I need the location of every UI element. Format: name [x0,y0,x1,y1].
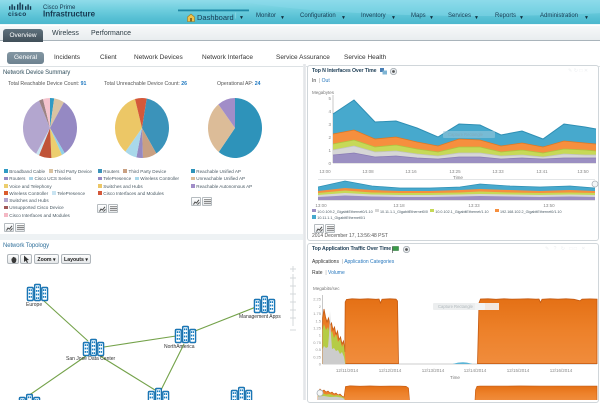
svg-text:13:25: 13:25 [449,169,461,174]
svg-text:13:18: 13:18 [393,203,405,208]
svg-text:12/15/2014: 12/15/2014 [507,368,530,373]
svg-text:1.5: 1.5 [315,318,321,323]
svg-text:13:50: 13:50 [543,203,555,208]
svg-text:13:08: 13:08 [362,169,374,174]
svg-text:13:00: 13:00 [319,169,331,174]
svg-text:13:41: 13:41 [536,169,548,174]
svg-text:Time: Time [453,175,463,180]
svg-text:0: 0 [319,362,322,367]
svg-text:5: 5 [328,96,331,101]
svg-text:Capture Rectangle: Capture Rectangle [438,304,474,309]
svg-text:12/16/2014: 12/16/2014 [550,368,573,373]
svg-text:0.5: 0.5 [315,347,321,352]
svg-text:1.25: 1.25 [313,326,322,331]
svg-text:13:50: 13:50 [577,169,589,174]
svg-text:13:16: 13:16 [405,169,417,174]
svg-text:1: 1 [319,333,322,338]
svg-text:13:33: 13:33 [492,169,504,174]
svg-text:0.75: 0.75 [313,340,322,345]
svg-text:cisco: cisco [8,11,27,18]
svg-text:1: 1 [328,148,331,153]
svg-text:Cisco Prime: Cisco Prime [43,5,76,11]
svg-text:2.25: 2.25 [313,297,322,302]
svg-text:12/12/2014: 12/12/2014 [379,368,402,373]
svg-text:Time: Time [450,375,460,380]
svg-text:13:33: 13:33 [468,203,480,208]
svg-text:0.25: 0.25 [313,354,322,359]
svg-text:0: 0 [328,161,331,166]
svg-text:Infrastructure: Infrastructure [43,10,96,19]
svg-text:2: 2 [328,135,331,140]
svg-text:12/13/2014: 12/13/2014 [422,368,445,373]
svg-text:4: 4 [328,109,331,114]
svg-text:13:00: 13:00 [315,203,327,208]
svg-text:Capture Rectangle: Capture Rectangle [448,132,484,137]
svg-text:2: 2 [319,304,322,309]
svg-text:1.75: 1.75 [313,311,322,316]
svg-text:12/14/2014: 12/14/2014 [464,368,487,373]
svg-text:12/11/2014: 12/11/2014 [336,368,359,373]
svg-text:3: 3 [328,122,331,127]
